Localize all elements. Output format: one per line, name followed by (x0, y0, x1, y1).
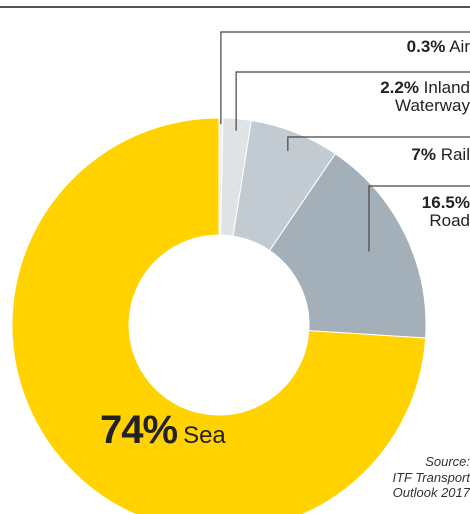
label-air: 0.3% Air (407, 38, 470, 56)
label-inland-value: 2.2% (380, 78, 419, 97)
label-sea-name: Sea (183, 422, 226, 449)
leader-line-air (220, 31, 470, 125)
source-line-2: ITF Transport (392, 469, 470, 485)
label-road: 16.5% Road (422, 194, 470, 230)
top-divider (0, 6, 470, 8)
label-sea: 74% Sea (100, 408, 226, 453)
label-air-value: 0.3% (406, 37, 446, 56)
label-rail: 7% Rail (411, 146, 470, 164)
slice-road (268, 153, 427, 339)
leader-line-road (368, 185, 470, 252)
leader-line-rail (287, 136, 470, 152)
leader-line-inland-waterway (235, 71, 470, 131)
label-road-value: 16.5% (421, 193, 470, 212)
label-rail-value: 7% (411, 145, 436, 164)
label-sea-value: 74% (100, 408, 178, 452)
label-inland-name-line2: Waterway (395, 95, 470, 115)
label-rail-name: Rail (440, 145, 470, 164)
source-note: Source: ITF Transport Outlook 2017 (392, 454, 470, 501)
source-line-3: Outlook 2017 (392, 485, 470, 501)
label-inland-waterway: 2.2% Inland Waterway (380, 79, 470, 115)
label-road-name: Road (429, 210, 470, 230)
label-inland-name-line1: Inland (423, 78, 470, 97)
label-air-name: Air (449, 37, 470, 56)
slice-sea (11, 117, 427, 514)
source-line-1: Source: (425, 454, 470, 469)
